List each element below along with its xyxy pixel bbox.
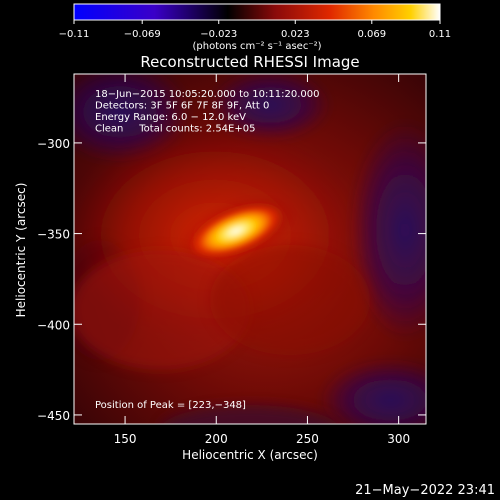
peak-position-label: Position of Peak = [223,−348]	[95, 400, 246, 411]
annotation-block: 18−Jun−2015 10:05:20.000 to 10:11:20.000…	[95, 89, 320, 135]
annotation-line: Detectors: 3F 5F 6F 7F 8F 9F, Att 0	[95, 101, 269, 112]
colorbar-tick-label: −0.069	[124, 29, 161, 40]
y-tick-label: −350	[37, 228, 70, 242]
footer-timestamp: 21−May−2022 23:41	[355, 483, 495, 498]
colorbar-unit-label: (photons cm⁻² s⁻¹ asec⁻²)	[192, 41, 321, 52]
annotation-line: Energy Range: 6.0 − 12.0 keV	[95, 112, 246, 123]
y-tick-label: −300	[37, 137, 70, 151]
colorbar-tick-label: −0.11	[59, 29, 90, 40]
annotation-line: Clean Total counts: 2.54E+05	[95, 124, 255, 135]
y-tick-label: −400	[37, 318, 70, 332]
colorbar-tick-label: 0.069	[357, 29, 386, 40]
colorbar-tick-label: −0.023	[200, 29, 237, 40]
x-tick-label: 300	[387, 432, 410, 446]
y-axis-label: Heliocentric Y (arcsec)	[14, 183, 28, 318]
chart-title: Reconstructed RHESSI Image	[140, 53, 359, 71]
x-axis: 150 200 250 300	[114, 74, 410, 446]
y-axis: −450 −400 −350 −300	[37, 137, 426, 423]
plot-frame	[73, 73, 427, 425]
colorbar-ticks: −0.11 −0.069 −0.023 0.023 0.069 0.11	[59, 20, 451, 40]
x-tick-label: 250	[296, 432, 319, 446]
y-tick-label: −450	[37, 409, 70, 423]
colorbar-gradient	[73, 3, 441, 21]
colorbar: −0.11 −0.069 −0.023 0.023 0.069 0.11 (photons…	[59, 3, 451, 52]
annotation-line: 18−Jun−2015 10:05:20.000 to 10:11:20.000	[95, 89, 320, 100]
colorbar-tick-label: 0.11	[429, 29, 451, 40]
heatmap-image	[74, 74, 426, 424]
x-tick-label: 150	[114, 432, 137, 446]
colorbar-tick-label: 0.023	[281, 29, 310, 40]
x-tick-label: 200	[205, 432, 228, 446]
x-axis-label: Heliocentric X (arcsec)	[182, 448, 318, 462]
